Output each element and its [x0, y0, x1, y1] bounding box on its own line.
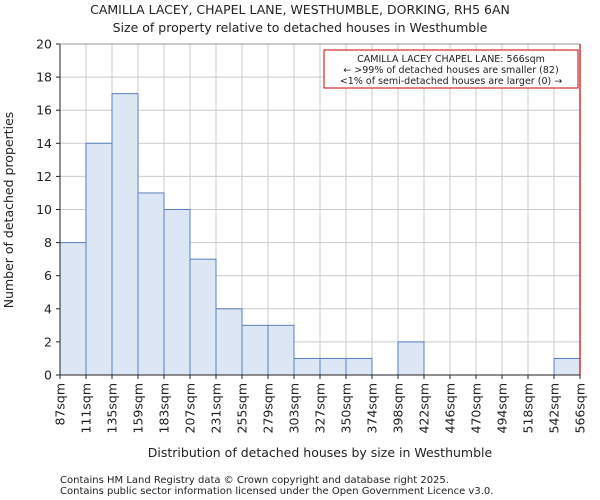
bar-350sqm	[345, 357, 373, 376]
y-tick-labels: 0 2 4 6 8 10 12 14 16 18 20	[36, 37, 60, 383]
x-tick-label-446sqm: 446sqm	[443, 383, 458, 433]
bar-87sqm	[59, 242, 87, 376]
y-tick-label-12: 12	[36, 169, 52, 184]
bar-183sqm	[163, 209, 191, 376]
annotation-line-1: CAMILLA LACEY CHAPEL LANE: 566sqm	[357, 54, 545, 65]
x-tick-label-327sqm: 327sqm	[313, 383, 328, 433]
y-tick-label-6: 6	[44, 268, 52, 283]
bar-303sqm	[293, 357, 321, 376]
x-tick-label-135sqm: 135sqm	[105, 383, 120, 433]
y-tick-label-10: 10	[36, 202, 52, 217]
bar-542sqm	[553, 357, 581, 376]
annotation-line-2: ← >99% of detached houses are smaller (8…	[343, 65, 558, 76]
bar-327sqm	[319, 357, 347, 376]
x-tick-label-279sqm: 279sqm	[261, 383, 276, 433]
bar-159sqm	[137, 192, 165, 376]
footer-line-2: Contains public sector information licen…	[60, 486, 493, 497]
x-tick-label-183sqm: 183sqm	[157, 383, 172, 433]
y-tick-label-16: 16	[36, 103, 52, 118]
y-axis-label: Number of detached properties	[1, 112, 16, 309]
x-tick-label-470sqm: 470sqm	[469, 383, 484, 433]
x-tick-label-542sqm: 542sqm	[547, 383, 562, 433]
bar-135sqm	[111, 93, 139, 376]
y-tick-label-14: 14	[36, 136, 52, 151]
x-tick-labels: 87sqm 111sqm 135sqm 159sqm 183sqm 207sqm 231sq…	[53, 375, 588, 433]
x-tick-label-303sqm: 303sqm	[287, 383, 302, 433]
x-tick-label-566sqm: 566sqm	[573, 383, 588, 433]
x-tick-label-398sqm: 398sqm	[391, 383, 406, 433]
x-tick-label-350sqm: 350sqm	[339, 383, 354, 433]
x-tick-label-207sqm: 207sqm	[183, 383, 198, 433]
x-tick-label-255sqm: 255sqm	[235, 383, 250, 433]
y-tick-label-0: 0	[44, 368, 52, 383]
x-tick-label-518sqm: 518sqm	[521, 383, 536, 433]
chart-subtitle: Size of property relative to detached ho…	[113, 20, 488, 35]
y-tick-label-4: 4	[44, 301, 52, 316]
x-tick-label-87sqm: 87sqm	[53, 383, 68, 426]
bar-255sqm	[241, 324, 269, 376]
bar-231sqm	[215, 308, 243, 376]
annotation-line-3: <1% of semi-detached houses are larger (…	[340, 76, 562, 87]
y-tick-label-18: 18	[36, 70, 52, 85]
x-tick-label-231sqm: 231sqm	[209, 383, 224, 433]
y-tick-label-2: 2	[44, 334, 52, 349]
chart-title: CAMILLA LACEY, CHAPEL LANE, WESTHUMBLE, …	[90, 2, 510, 17]
x-axis-label: Distribution of detached houses by size …	[148, 445, 493, 460]
bar-398sqm	[397, 341, 425, 376]
x-tick-label-422sqm: 422sqm	[417, 383, 432, 433]
x-tick-label-374sqm: 374sqm	[365, 383, 380, 433]
bar-207sqm	[189, 258, 217, 376]
bars	[59, 93, 581, 376]
bar-279sqm	[267, 324, 295, 376]
bar-111sqm	[85, 142, 113, 376]
y-tick-label-20: 20	[36, 37, 52, 52]
x-tick-label-159sqm: 159sqm	[131, 383, 146, 433]
annotation-box	[323, 49, 579, 89]
x-tick-label-111sqm: 111sqm	[79, 383, 94, 433]
y-tick-label-8: 8	[44, 235, 52, 250]
x-tick-label-494sqm: 494sqm	[495, 383, 510, 433]
footer-line-1: Contains HM Land Registry data © Crown c…	[60, 475, 449, 486]
